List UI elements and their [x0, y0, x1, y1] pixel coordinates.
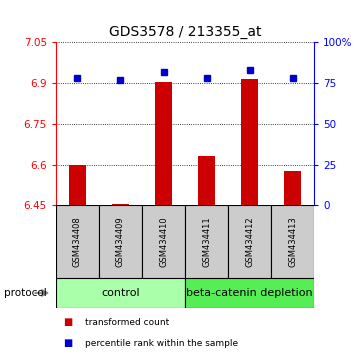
- Bar: [69, 165, 86, 205]
- Text: GSM434409: GSM434409: [116, 216, 125, 267]
- Text: GSM434408: GSM434408: [73, 216, 82, 267]
- Bar: [241, 79, 258, 205]
- Text: GSM434411: GSM434411: [202, 216, 211, 267]
- Text: ■: ■: [63, 338, 73, 348]
- Bar: [142, 205, 185, 278]
- Bar: [155, 82, 172, 205]
- Bar: [185, 278, 314, 308]
- Text: transformed count: transformed count: [85, 318, 169, 327]
- Bar: [56, 205, 99, 278]
- Bar: [228, 205, 271, 278]
- Text: GSM434413: GSM434413: [288, 216, 297, 267]
- Text: protocol: protocol: [4, 288, 46, 298]
- Text: percentile rank within the sample: percentile rank within the sample: [85, 339, 238, 348]
- Bar: [198, 156, 215, 205]
- Bar: [56, 278, 185, 308]
- Bar: [99, 205, 142, 278]
- Bar: [284, 171, 301, 205]
- Text: control: control: [101, 288, 140, 298]
- Text: ■: ■: [63, 317, 73, 327]
- Text: GSM434410: GSM434410: [159, 216, 168, 267]
- Bar: [112, 204, 129, 205]
- Bar: [271, 205, 314, 278]
- Bar: [185, 205, 228, 278]
- Title: GDS3578 / 213355_at: GDS3578 / 213355_at: [109, 25, 261, 39]
- Text: beta-catenin depletion: beta-catenin depletion: [186, 288, 313, 298]
- Text: GSM434412: GSM434412: [245, 216, 254, 267]
